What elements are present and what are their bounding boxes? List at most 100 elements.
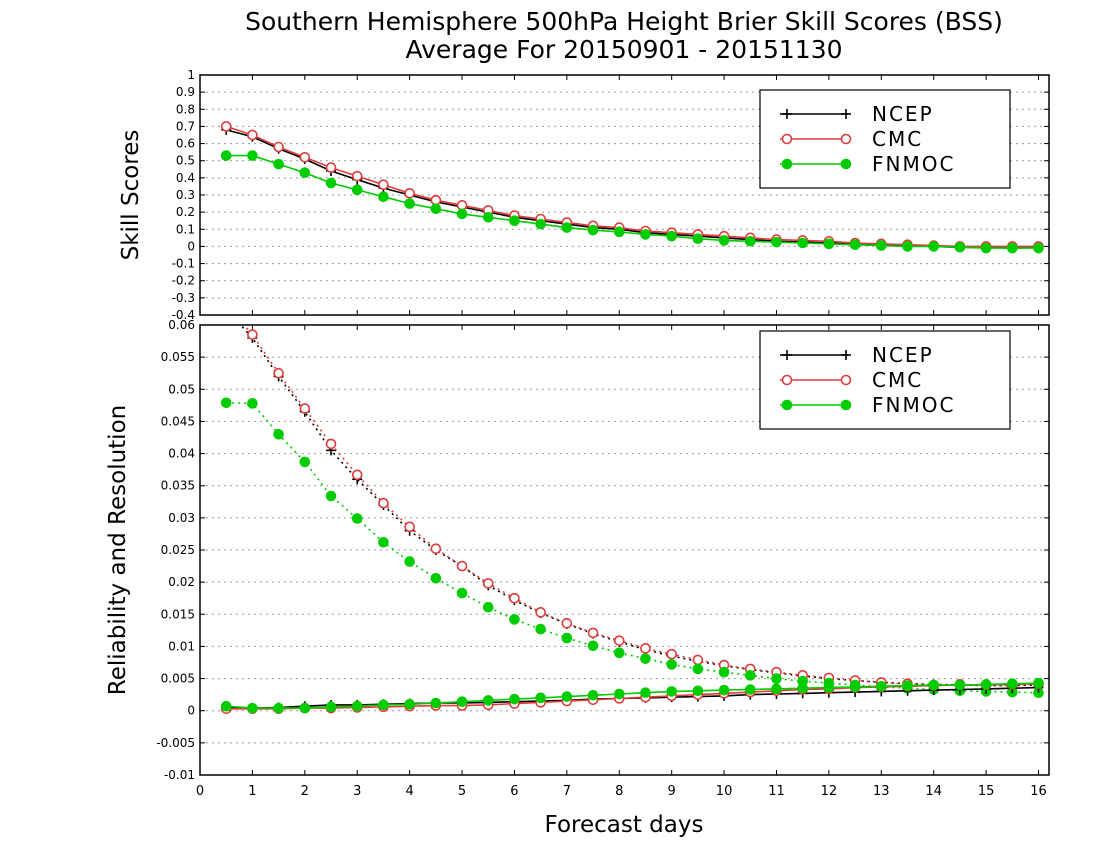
- data-point-fnmoc-reliability: [640, 687, 651, 699]
- data-point-cmc-resolution: [430, 543, 442, 555]
- data-point-fnmoc-reliability: [325, 701, 337, 713]
- data-point-fnmoc: [247, 150, 258, 161]
- data-point-fnmoc-reliability: [482, 695, 494, 706]
- data-point-cmc-resolution: [325, 438, 337, 450]
- data-point-fnmoc: [587, 224, 599, 236]
- data-point-fnmoc-resolution: [666, 659, 677, 670]
- data-point-fnmoc-resolution: [718, 666, 730, 678]
- data-point-fnmoc-resolution: [744, 670, 756, 681]
- data-point-fnmoc-reliability: [666, 686, 677, 697]
- y-tick-label: 0.2: [176, 205, 195, 219]
- y-tick-label: 0.055: [161, 350, 195, 364]
- y-tick-label: 0.7: [176, 119, 195, 133]
- legend-marker: [841, 109, 851, 119]
- data-point-fnmoc-reliability: [509, 693, 520, 705]
- y-tick-label: -0.01: [164, 768, 195, 782]
- data-point-fnmoc-reliability: [404, 698, 415, 710]
- x-tick-label: 3: [353, 784, 361, 799]
- legend-marker: [840, 399, 852, 411]
- y-tick-label: 0.5: [176, 154, 195, 168]
- data-point-fnmoc-reliability: [613, 688, 625, 700]
- data-point-fnmoc: [954, 241, 966, 253]
- x-tick-label: 12: [821, 784, 838, 799]
- y-tick-label: -0.1: [172, 257, 195, 271]
- data-point-fnmoc-reliability: [247, 702, 258, 714]
- data-point-fnmoc-resolution: [535, 623, 546, 635]
- data-point-cmc-resolution: [273, 367, 284, 379]
- data-point-fnmoc-reliability: [875, 680, 887, 692]
- data-point-fnmoc-reliability: [430, 697, 442, 709]
- data-point-fnmoc-reliability: [954, 679, 966, 691]
- data-point-cmc-resolution: [482, 578, 494, 589]
- x-tick-label: 13: [873, 784, 890, 799]
- data-point-fnmoc: [666, 230, 677, 242]
- legend-marker: [841, 350, 851, 360]
- data-point-fnmoc: [980, 242, 992, 254]
- y-tick-label: 0.025: [161, 543, 195, 557]
- data-point-cmc-resolution: [222, 301, 231, 310]
- legend-label: CMC: [872, 127, 923, 151]
- data-point-fnmoc-reliability: [744, 684, 756, 695]
- data-point-cmc-resolution: [456, 560, 468, 572]
- y-tick-label: 0.03: [168, 511, 195, 525]
- data-point-fnmoc-reliability: [456, 696, 468, 708]
- x-tick-label: 2: [301, 784, 309, 799]
- data-point-fnmoc-reliability: [378, 699, 389, 711]
- legend-marker: [781, 133, 793, 145]
- reliability-resolution-panel: -0.01 -0.005 0 0.005 0.01 0.015 0.02 0.025 0.03 0…: [105, 301, 1050, 799]
- x-axis-title: Forecast days: [545, 812, 704, 838]
- data-point-fnmoc-reliability: [771, 683, 782, 695]
- y-tick-label: 0.04: [168, 447, 195, 461]
- data-point-cmc-resolution: [692, 654, 704, 666]
- chart-title-line1: Southern Hemisphere 500hPa Height Brier …: [245, 7, 1003, 36]
- y-axis-title: Reliability and Resolution: [105, 405, 131, 695]
- data-point-cmc: [325, 162, 337, 173]
- data-point-fnmoc-reliability: [561, 691, 573, 702]
- x-tick-label: 11: [768, 784, 785, 799]
- data-point-cmc: [220, 121, 232, 132]
- y-tick-label: 0.015: [161, 607, 195, 621]
- data-point-cmc-resolution: [299, 403, 311, 414]
- y-tick-label: 0.01: [168, 639, 195, 653]
- y-tick-label: 0.035: [161, 479, 195, 493]
- data-point-fnmoc-resolution: [325, 490, 337, 502]
- data-point-cmc: [378, 179, 389, 191]
- data-point-cmc: [404, 187, 415, 199]
- data-point-fnmoc-reliability: [299, 702, 311, 714]
- data-point-fnmoc: [797, 237, 808, 249]
- legend-marker: [781, 374, 793, 386]
- x-tick-label: 5: [458, 784, 466, 799]
- data-point-cmc: [247, 129, 258, 141]
- x-tick-label: 14: [925, 784, 942, 799]
- y-tick-label: 0: [187, 704, 195, 718]
- data-point-fnmoc: [613, 226, 625, 238]
- data-point-fnmoc: [1033, 242, 1044, 254]
- data-point-fnmoc: [849, 239, 861, 251]
- data-point-fnmoc-resolution: [404, 556, 415, 567]
- data-point-fnmoc-reliability: [718, 684, 730, 696]
- data-point-cmc-resolution: [351, 469, 363, 481]
- data-point-fnmoc: [718, 235, 730, 246]
- legend-marker: [781, 399, 793, 411]
- data-point-fnmoc-resolution: [613, 647, 625, 659]
- data-point-cmc-resolution: [404, 521, 415, 533]
- x-tick-label: 10: [716, 784, 733, 799]
- data-point-ncep-resolution: [221, 304, 231, 314]
- legend-item-ncep: NCEP: [780, 343, 932, 367]
- data-point-fnmoc: [692, 233, 704, 245]
- data-point-fnmoc: [771, 236, 782, 248]
- legend-label: FNMOC: [872, 393, 955, 417]
- legend-label: CMC: [872, 368, 923, 392]
- skill-score-panel: -0.4 -0.3 -0.2 -0.1 0 0.1 0.2 0.3 0.4 0.5 0.6 0.7 0.…: [118, 68, 1050, 322]
- data-point-fnmoc-resolution: [482, 601, 494, 613]
- data-point-fnmoc: [482, 211, 494, 223]
- data-point-fnmoc-reliability: [823, 682, 835, 693]
- legend-item-fnmoc: FNMOC: [780, 152, 953, 176]
- legend-item-fnmoc: FNMOC: [780, 393, 955, 417]
- legend-item-ncep: NCEP: [780, 102, 932, 126]
- data-point-fnmoc: [351, 184, 363, 196]
- data-point-fnmoc-reliability: [849, 681, 861, 693]
- data-point-fnmoc-resolution: [640, 653, 651, 664]
- data-point-fnmoc-reliability: [1007, 678, 1018, 690]
